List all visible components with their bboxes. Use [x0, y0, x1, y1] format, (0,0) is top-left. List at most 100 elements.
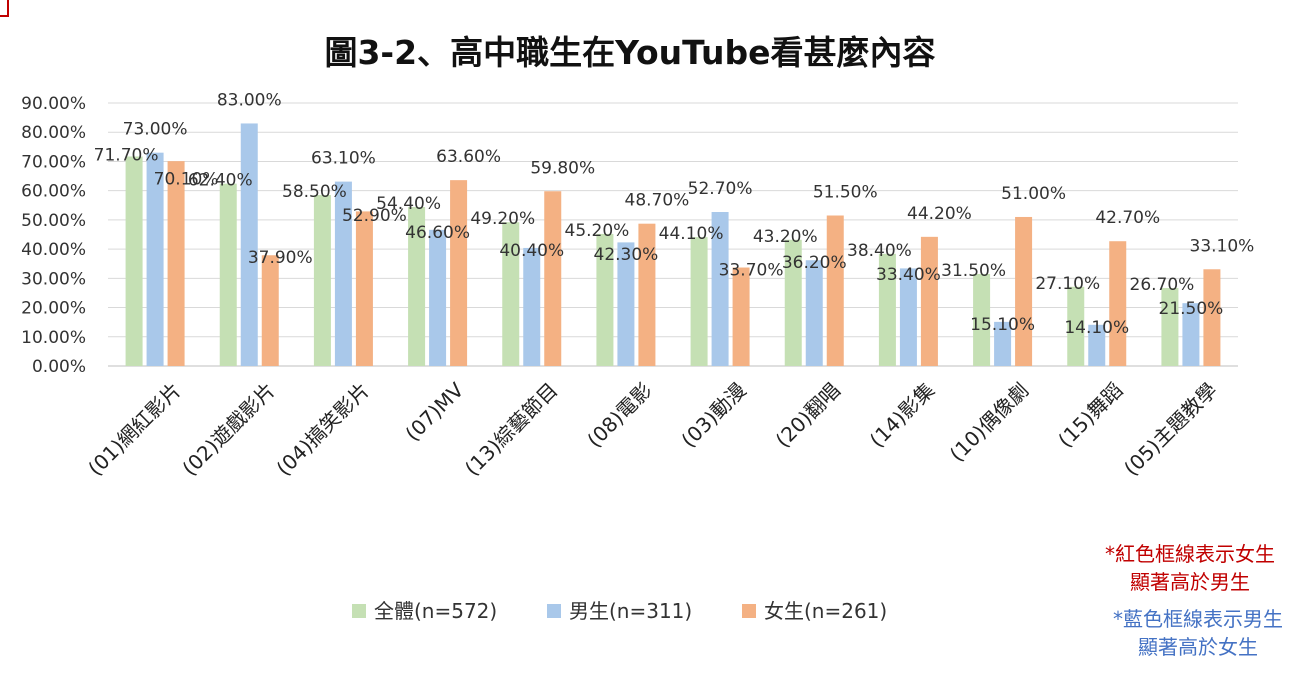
y-tick-label: 60.00% — [21, 182, 86, 202]
data-label: 43.20% — [753, 227, 818, 247]
red-frame — [0, 0, 9, 17]
blue-frame-note: *藍色框線表示男生 顯著高於女生 — [1088, 605, 1308, 661]
bar-all — [125, 156, 143, 366]
y-tick-label: 10.00% — [21, 328, 86, 348]
category-label: (14)影集 — [865, 378, 939, 452]
bar-female — [261, 255, 279, 366]
legend-swatch — [547, 604, 561, 618]
category-label-group: (02)遊戲影片 — [177, 378, 280, 481]
data-label: 45.20% — [565, 221, 630, 241]
bar-male — [1182, 303, 1200, 366]
data-label: 44.20% — [907, 204, 972, 224]
legend-label: 男生(n=311) — [569, 599, 692, 623]
bar-all — [784, 239, 802, 366]
blue-note-line-1: *藍色框線表示男生 — [1113, 607, 1283, 631]
bar-all — [219, 183, 237, 366]
data-label: 51.00% — [1001, 184, 1066, 204]
data-label: 38.40% — [847, 241, 912, 261]
bar-all — [408, 207, 426, 366]
red-frame-note: *紅色框線表示女生 顯著高於男生 — [1080, 540, 1300, 596]
data-label: 49.20% — [470, 209, 535, 229]
blue-frame — [0, 0, 9, 17]
data-label: 27.10% — [1035, 274, 1100, 294]
bar-male — [334, 181, 352, 366]
bar-female — [920, 236, 938, 366]
data-label: 26.70% — [1130, 275, 1195, 295]
data-label: 40.40% — [499, 241, 564, 261]
data-label: 54.40% — [376, 194, 441, 214]
blue-frame — [0, 0, 9, 17]
bar-male — [523, 247, 541, 366]
legend-swatch — [352, 604, 366, 618]
category-label: (20)翻唱 — [771, 378, 845, 452]
red-frame — [0, 0, 9, 17]
category-label: (15)舞蹈 — [1053, 378, 1127, 452]
bar-female — [1015, 216, 1033, 366]
bar-all — [690, 237, 708, 366]
data-label: 62.40% — [188, 171, 253, 191]
data-label: 42.30% — [594, 245, 659, 265]
bar-male — [805, 260, 823, 366]
category-label: (13)綜藝節目 — [460, 378, 563, 481]
category-label-group: (03)動漫 — [677, 378, 751, 452]
category-label-group: (04)搞笑影片 — [272, 378, 375, 481]
bar-female — [638, 223, 656, 366]
bar-female — [1109, 241, 1127, 366]
data-label: 63.60% — [436, 147, 501, 167]
y-tick-label: 20.00% — [21, 299, 86, 319]
data-label: 33.10% — [1190, 236, 1255, 256]
data-label: 63.10% — [311, 149, 376, 169]
bar-female — [826, 215, 844, 366]
bar-all — [313, 195, 331, 366]
data-label: 58.50% — [282, 182, 347, 202]
data-label: 33.70% — [719, 261, 784, 281]
data-label: 46.60% — [405, 223, 470, 243]
red-frame — [0, 0, 9, 17]
red-frame — [0, 0, 9, 17]
category-label-group: (15)舞蹈 — [1053, 378, 1127, 452]
category-label: (04)搞笑影片 — [272, 378, 375, 481]
blue-note-line-2: 顯著高於女生 — [1138, 635, 1258, 659]
legend-swatch — [742, 604, 756, 618]
bar-all — [502, 222, 520, 366]
category-label-group: (20)翻唱 — [771, 378, 845, 452]
data-label: 42.70% — [1095, 208, 1160, 228]
bar-all — [596, 233, 614, 366]
bar-all — [878, 253, 896, 366]
data-label: 52.70% — [688, 179, 753, 199]
bar-female — [450, 180, 468, 366]
bar-all — [1161, 287, 1179, 366]
data-label: 59.80% — [530, 158, 595, 178]
bar-male — [899, 268, 917, 366]
legend-label: 女生(n=261) — [764, 599, 887, 623]
bar-female — [167, 161, 185, 366]
red-frame — [0, 0, 9, 17]
chart-title: 圖3-2、高中職生在YouTube看甚麼內容 — [324, 33, 936, 72]
bar-female — [732, 267, 750, 366]
data-label: 36.20% — [782, 253, 847, 273]
category-label-group: (08)電影 — [582, 378, 656, 452]
data-label: 15.10% — [970, 315, 1035, 335]
bar-female — [355, 211, 373, 366]
red-frame — [0, 0, 9, 17]
bar-all — [1067, 286, 1085, 366]
category-label-group: (14)影集 — [865, 378, 939, 452]
legend-label: 全體(n=572) — [374, 599, 497, 623]
data-label: 44.10% — [659, 224, 724, 244]
category-label-group: (01)網紅影片 — [83, 378, 186, 481]
category-label: (07)MV — [400, 378, 468, 446]
category-label: (10)偶像劇 — [945, 378, 1033, 466]
data-label: 71.70% — [94, 146, 159, 166]
bar-all — [973, 273, 991, 366]
data-label: 51.50% — [813, 183, 878, 203]
category-label-group: (13)綜藝節目 — [460, 378, 563, 481]
data-label: 37.90% — [248, 248, 313, 268]
blue-frame — [0, 0, 9, 17]
category-label: (02)遊戲影片 — [177, 378, 280, 481]
data-label: 33.40% — [876, 265, 941, 285]
category-label: (05)主題教學 — [1119, 378, 1222, 481]
category-label-group: (07)MV — [400, 378, 468, 446]
bar-male — [617, 242, 635, 366]
category-label-group: (10)偶像劇 — [945, 378, 1033, 466]
